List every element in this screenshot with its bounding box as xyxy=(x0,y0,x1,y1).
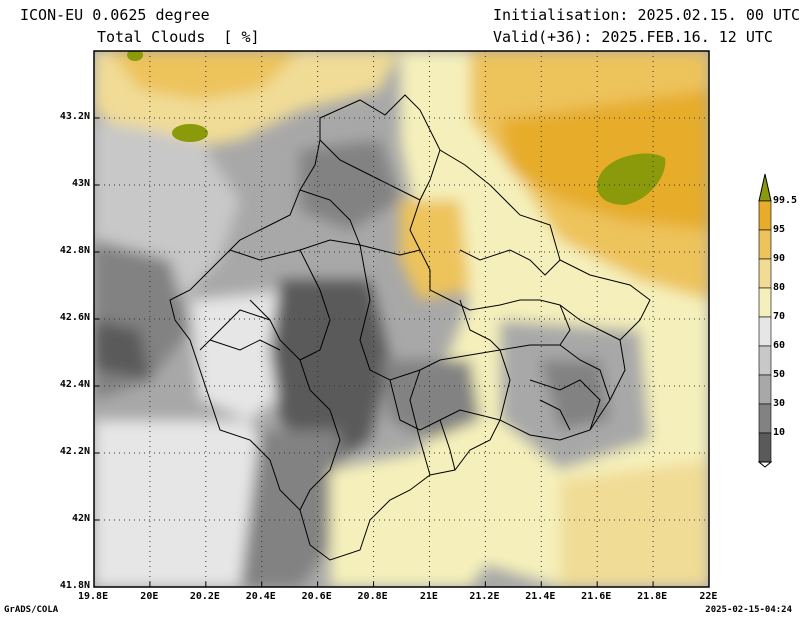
valid-time: Valid(+36): 2025.FEB.16. 12 UTC xyxy=(493,28,773,46)
lat-tick-label: 41.8N xyxy=(59,580,90,591)
cloud-field xyxy=(94,51,709,587)
colorbar xyxy=(758,173,772,468)
colorbar-level-label: 99.5 xyxy=(773,195,798,206)
lat-tick-label: 42.4N xyxy=(59,379,90,390)
lon-tick-label: 22E xyxy=(699,591,718,602)
lon-tick-label: 21.4E xyxy=(525,591,556,602)
colorbar-level-label: 70 xyxy=(773,311,786,322)
lat-tick-label: 42.2N xyxy=(59,446,90,457)
colorbar-level-label: 60 xyxy=(773,340,786,351)
plot-timestamp: 2025-02-15-04:24 xyxy=(705,605,792,615)
lat-tick-label: 42.6N xyxy=(59,312,90,323)
colorbar-level-label: 10 xyxy=(773,427,786,438)
init-time: Initialisation: 2025.02.15. 00 UTC xyxy=(493,6,800,24)
colorbar-level-label: 95 xyxy=(773,224,786,235)
lon-tick-label: 21E xyxy=(419,591,438,602)
colorbar-level-label: 50 xyxy=(773,369,786,380)
lon-tick-label: 21.2E xyxy=(469,591,500,602)
variable-title: Total Clouds [ %] xyxy=(97,28,260,46)
lon-tick-label: 20.8E xyxy=(357,591,388,602)
lat-tick-label: 43N xyxy=(71,178,90,189)
colorbar-level-label: 80 xyxy=(773,282,786,293)
lon-tick-label: 21.8E xyxy=(637,591,668,602)
lon-tick-label: 20.6E xyxy=(301,591,332,602)
lat-tick-label: 42N xyxy=(71,513,90,524)
lon-tick-label: 20.4E xyxy=(245,591,276,602)
lon-tick-label: 21.6E xyxy=(581,591,612,602)
country-borders xyxy=(169,94,651,561)
lat-tick-label: 43.2N xyxy=(59,111,90,122)
model-title: ICON-EU 0.0625 degree xyxy=(20,6,210,24)
grads-credit: GrADS/COLA xyxy=(4,605,59,615)
lat-tick-label: 42.8N xyxy=(59,245,90,256)
lon-tick-label: 19.8E xyxy=(78,591,109,602)
lon-tick-label: 20.2E xyxy=(189,591,220,602)
lon-tick-label: 20E xyxy=(140,591,159,602)
colorbar-level-label: 90 xyxy=(773,253,786,264)
colorbar-level-label: 30 xyxy=(773,398,786,409)
